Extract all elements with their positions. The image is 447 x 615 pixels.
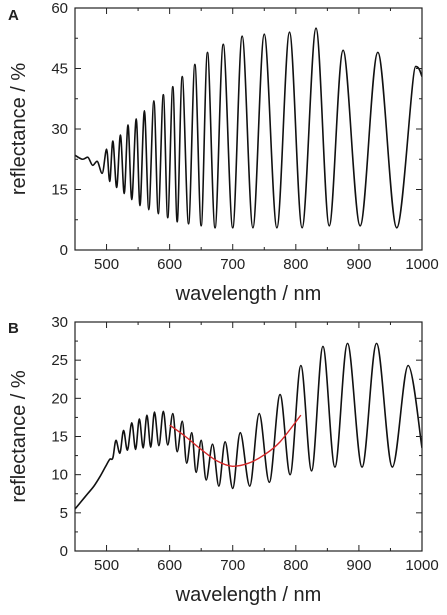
x-tick-label: 900 xyxy=(346,256,371,273)
red-fit-curve-b xyxy=(169,414,302,467)
y-tick-label: 10 xyxy=(51,467,68,484)
x-tick-label: 700 xyxy=(220,256,245,273)
y-tick-label: 15 xyxy=(51,182,68,199)
x-tick-label: 900 xyxy=(346,557,371,574)
y-tick-label: 60 xyxy=(51,0,68,17)
reflectance-curve-a xyxy=(75,27,422,229)
y-tick-label: 25 xyxy=(51,352,68,369)
x-tick-label: 600 xyxy=(157,256,182,273)
y-tick-label: 0 xyxy=(60,242,68,259)
x-axis-title: wavelength / nm xyxy=(175,283,322,305)
y-tick-label: 30 xyxy=(51,121,68,138)
panel-label: B xyxy=(8,320,19,337)
y-tick-label: 15 xyxy=(51,429,68,446)
y-axis-title: reflectance / % xyxy=(8,63,30,196)
y-tick-label: 0 xyxy=(60,543,68,560)
x-tick-label: 800 xyxy=(283,557,308,574)
panel-label: A xyxy=(8,7,19,24)
x-tick-label: 500 xyxy=(94,256,119,273)
y-axis-title: reflectance / % xyxy=(8,370,30,503)
x-tick-label: 500 xyxy=(94,557,119,574)
x-axis-title: wavelength / nm xyxy=(175,584,322,606)
x-tick-label: 700 xyxy=(220,557,245,574)
chart-panel-b: 500 600 700 800 900 1000 0 5 10 15 20 25 30 wavelengt… xyxy=(8,314,439,606)
chart-panel-a: 500 600 700 800 900 1000 0 15 30 45 60 wavelength /… xyxy=(8,0,439,305)
y-tick-label: 5 xyxy=(60,505,68,522)
y-tick-label: 30 xyxy=(51,314,68,331)
y-tick-label: 20 xyxy=(51,390,68,407)
x-tick-label: 600 xyxy=(157,557,182,574)
x-tick-label: 800 xyxy=(283,256,308,273)
reflectance-curve-b xyxy=(75,342,422,510)
x-tick-label: 1000 xyxy=(405,256,438,273)
x-tick-label: 1000 xyxy=(405,557,438,574)
plot-frame xyxy=(74,321,423,552)
y-tick-label: 45 xyxy=(51,61,68,78)
